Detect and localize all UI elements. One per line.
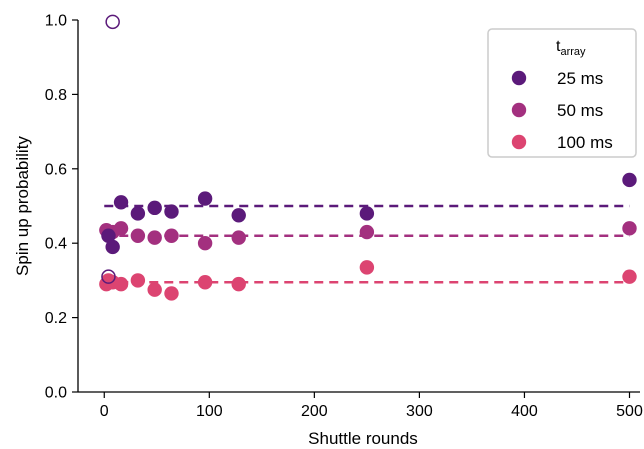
x-ticks: 0 100 200 300 400 500 — [100, 392, 643, 420]
data-point-series-1 — [113, 221, 129, 236]
legend-marker — [511, 70, 527, 86]
y-tick-label: 0.2 — [45, 310, 67, 327]
x-tick-label: 200 — [301, 403, 328, 420]
data-point-series-1 — [164, 228, 179, 243]
data-points — [99, 14, 637, 301]
data-point-series-2 — [197, 275, 213, 290]
legend-frame — [487, 28, 637, 158]
data-point-series-2 — [147, 282, 162, 297]
data-point-series-2 — [622, 269, 637, 284]
x-tick-label: 500 — [616, 403, 643, 420]
data-point-series-1 — [231, 230, 246, 245]
legend-label: 25 ms — [557, 69, 603, 88]
data-point-series-1 — [622, 221, 637, 236]
data-point-series-2 — [231, 276, 246, 292]
data-point-series-0 — [197, 191, 213, 206]
open-marker-series-0 — [105, 14, 120, 30]
data-point-series-1 — [147, 230, 162, 245]
data-point-series-0 — [147, 200, 162, 216]
data-point-series-2 — [113, 276, 129, 292]
x-tick-label: 0 — [100, 403, 109, 420]
data-point-series-0 — [113, 195, 129, 210]
data-point-series-1 — [130, 228, 146, 243]
data-point-series-0 — [101, 228, 116, 243]
data-point-series-0 — [231, 208, 246, 223]
data-point-series-0 — [622, 172, 637, 188]
data-point-series-2 — [164, 286, 179, 301]
data-point-series-1 — [197, 236, 213, 251]
legend-marker — [511, 134, 527, 150]
y-ticks: 0.0 0.2 0.4 0.6 0.8 1.0 — [45, 13, 78, 402]
data-point-series-2 — [359, 260, 375, 275]
y-axis-label: Spin up probability — [13, 136, 32, 276]
x-tick-label: 100 — [196, 403, 223, 420]
y-tick-label: 1.0 — [45, 13, 67, 30]
legend-marker — [511, 102, 527, 118]
legend: tarray 25 ms 50 ms 100 ms — [487, 28, 637, 158]
data-point-series-0 — [105, 239, 120, 255]
data-point-series-0 — [359, 206, 375, 221]
legend-label: 50 ms — [557, 101, 603, 120]
x-tick-label: 300 — [406, 403, 433, 420]
legend-label: 100 ms — [557, 133, 613, 152]
open-marker-series-0 — [101, 269, 116, 284]
legend-title: tarray — [556, 38, 586, 58]
y-tick-label: 0.0 — [45, 385, 67, 402]
data-point-series-0 — [130, 206, 146, 221]
x-tick-label: 400 — [511, 403, 538, 420]
x-axis-label: Shuttle rounds — [308, 429, 418, 448]
data-point-series-0 — [164, 204, 179, 219]
data-point-series-1 — [359, 224, 375, 240]
y-tick-label: 0.8 — [45, 87, 67, 104]
axes: 0.0 0.2 0.4 0.6 0.8 1.0 0 100 200 300 400 500 — [45, 13, 643, 421]
data-point-series-2 — [130, 273, 146, 288]
y-tick-label: 0.4 — [45, 236, 67, 253]
y-tick-label: 0.6 — [45, 161, 67, 178]
legend-items: 25 ms 50 ms 100 ms — [511, 69, 613, 152]
